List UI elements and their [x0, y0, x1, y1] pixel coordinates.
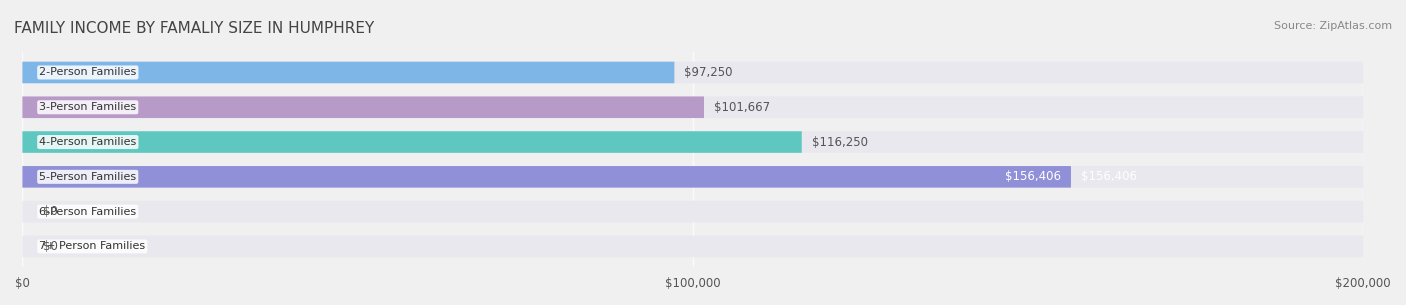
FancyBboxPatch shape	[22, 166, 1071, 188]
Text: FAMILY INCOME BY FAMALIY SIZE IN HUMPHREY: FAMILY INCOME BY FAMALIY SIZE IN HUMPHRE…	[14, 21, 374, 36]
FancyBboxPatch shape	[22, 201, 1364, 222]
Text: $97,250: $97,250	[685, 66, 733, 79]
FancyBboxPatch shape	[22, 96, 704, 118]
Text: $156,406: $156,406	[1081, 170, 1137, 183]
Text: 7+ Person Families: 7+ Person Families	[39, 241, 145, 251]
FancyBboxPatch shape	[22, 166, 1364, 188]
Text: 2-Person Families: 2-Person Families	[39, 67, 136, 77]
Text: $0: $0	[42, 205, 58, 218]
Text: 4-Person Families: 4-Person Families	[39, 137, 136, 147]
Text: $116,250: $116,250	[811, 135, 868, 149]
Text: 6-Person Families: 6-Person Families	[39, 206, 136, 217]
Text: $0: $0	[42, 240, 58, 253]
Text: 3-Person Families: 3-Person Families	[39, 102, 136, 112]
FancyBboxPatch shape	[22, 131, 801, 153]
FancyBboxPatch shape	[22, 96, 1364, 118]
Text: $156,406: $156,406	[1005, 170, 1062, 183]
Text: Source: ZipAtlas.com: Source: ZipAtlas.com	[1274, 21, 1392, 31]
Text: 5-Person Families: 5-Person Families	[39, 172, 136, 182]
FancyBboxPatch shape	[22, 131, 1364, 153]
Text: $101,667: $101,667	[714, 101, 770, 114]
FancyBboxPatch shape	[22, 62, 675, 83]
FancyBboxPatch shape	[22, 62, 1364, 83]
FancyBboxPatch shape	[22, 236, 1364, 257]
